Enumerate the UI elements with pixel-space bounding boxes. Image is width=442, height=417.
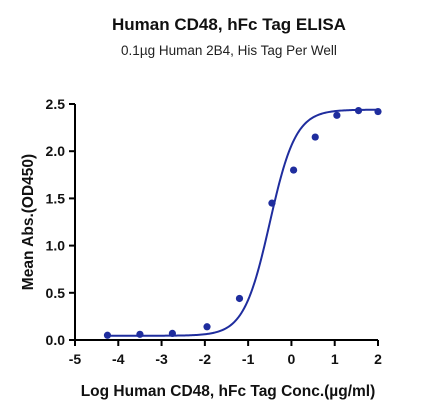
x-tick-label: -4 <box>112 351 125 367</box>
y-tick-label: 2.0 <box>46 143 66 159</box>
data-point <box>289 166 298 174</box>
x-tick-label: -5 <box>69 351 82 367</box>
chart-title: Human CD48, hFc Tag ELISA <box>112 15 346 34</box>
y-tick-label: 2.5 <box>46 96 66 112</box>
data-point <box>136 330 144 338</box>
y-axis-label: Mean Abs.(OD450) <box>20 154 37 290</box>
data-point <box>168 329 176 337</box>
data-point <box>374 107 382 116</box>
data-point <box>354 107 363 115</box>
plot-area <box>103 107 382 339</box>
data-point <box>268 199 276 207</box>
x-tick-label: 2 <box>374 351 382 367</box>
data-point <box>235 294 244 303</box>
x-tick-label: -2 <box>199 351 212 367</box>
x-tick-label: 1 <box>331 351 339 367</box>
x-tick-label: -1 <box>242 351 255 367</box>
data-point <box>333 111 341 119</box>
data-point <box>203 323 211 331</box>
x-tick-label: 0 <box>288 351 296 367</box>
x-tick-label: -3 <box>155 351 168 367</box>
y-tick-label: 1.0 <box>46 238 66 254</box>
data-point <box>103 331 112 339</box>
y-tick-label: 0.5 <box>46 285 66 301</box>
x-axis-label: Log Human CD48, hFc Tag Conc.(µg/ml) <box>81 383 376 400</box>
fit-curve <box>107 108 378 337</box>
y-tick-label: 1.5 <box>46 190 66 206</box>
axes: -5 -4 -3 -2 -1 0 1 2 0.0 0.5 1.0 1.5 2.0 2.5 <box>46 96 383 367</box>
chart-subtitle: 0.1µg Human 2B4, His Tag Per Well <box>121 43 337 58</box>
y-tick-label: 0.0 <box>46 332 66 348</box>
data-point <box>311 133 319 141</box>
